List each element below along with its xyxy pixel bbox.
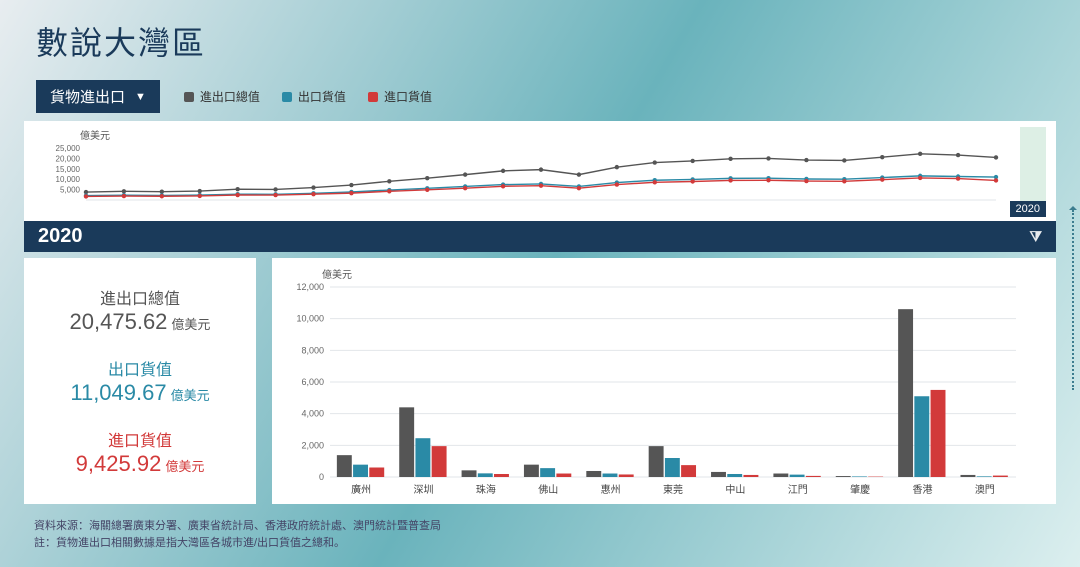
metric-dropdown[interactable]: 貨物進出口 ▼ — [36, 80, 160, 113]
legend-item[interactable]: 進出口總值 — [184, 88, 260, 105]
svg-text:5,000: 5,000 — [60, 186, 81, 195]
svg-text:4,000: 4,000 — [301, 409, 324, 419]
svg-text:10,000: 10,000 — [56, 175, 81, 184]
metric-dropdown-label: 貨物進出口 — [50, 86, 125, 107]
svg-text:廣州: 廣州 — [351, 483, 371, 496]
svg-text:深圳: 深圳 — [414, 484, 434, 496]
timeline-svg[interactable]: 5,000 10,00015,000 20,00025,000 — [36, 144, 1016, 214]
year-ribbon: 2020 ⧩ — [24, 221, 1056, 252]
svg-text:8,000: 8,000 — [301, 345, 324, 355]
stat-value: 9,425.92億美元 — [34, 451, 246, 477]
legend-swatch — [282, 92, 292, 102]
legend-label: 進出口總值 — [200, 88, 260, 105]
stat-unit: 億美元 — [171, 388, 210, 403]
svg-text:2,000: 2,000 — [301, 440, 324, 450]
side-decoration — [1064, 210, 1074, 390]
stat-value: 20,475.62億美元 — [34, 309, 246, 335]
stat-value: 11,049.67億美元 — [34, 380, 246, 406]
selected-year: 2020 — [38, 225, 83, 248]
svg-text:香港: 香港 — [912, 484, 932, 496]
bar-chart-svg[interactable]: 0 2,000 4,000 6,000 8,000 10,000 12,000 廣州 深圳 珠海 佛… — [286, 281, 1026, 499]
legend-swatch — [184, 92, 194, 102]
legend-item[interactable]: 出口貨值 — [282, 88, 346, 105]
svg-text:中山: 中山 — [725, 483, 745, 496]
svg-text:12,000: 12,000 — [296, 282, 324, 292]
stat-unit: 億美元 — [165, 459, 204, 474]
stat-block: 出口貨值 11,049.67億美元 — [34, 356, 246, 406]
svg-text:澳門: 澳門 — [975, 483, 995, 496]
svg-text:江門: 江門 — [788, 484, 808, 496]
stat-label: 進出口總值 — [34, 285, 246, 309]
bar-chart-unit: 億美元 — [322, 266, 1042, 281]
timeline-chart: 億美元 5,000 10,00015,000 20,00025,000 2020 — [24, 121, 1056, 221]
svg-text:0: 0 — [319, 472, 324, 482]
legend-swatch — [368, 92, 378, 102]
stats-card: 進出口總值 20,475.62億美元 出口貨值 11,049.67億美元 進口貨… — [24, 258, 256, 504]
footer-source: 資料來源：海關總署廣東分署、廣東省統計局、香港政府統計處、澳門統計暨普查局 — [34, 518, 1046, 536]
footer-note: 註：貨物進出口相關數據是指大灣區各城市進/出口貨值之總和。 — [34, 535, 1046, 553]
legend: 進出口總值 出口貨值 進口貨值 — [184, 88, 432, 105]
toolbar: 貨物進出口 ▼ 進出口總值 出口貨值 進口貨值 — [24, 76, 1056, 121]
svg-text:25,000: 25,000 — [56, 144, 81, 153]
timeline-highlight — [1020, 127, 1046, 203]
filter-icon[interactable]: ⧩ — [1030, 228, 1043, 245]
svg-text:20,000: 20,000 — [56, 154, 81, 163]
stat-unit: 億美元 — [171, 317, 210, 332]
svg-text:15,000: 15,000 — [56, 165, 81, 174]
svg-text:東莞: 東莞 — [663, 483, 683, 496]
svg-text:佛山: 佛山 — [538, 483, 558, 496]
legend-label: 進口貨值 — [384, 88, 432, 105]
svg-text:10,000: 10,000 — [296, 314, 324, 324]
stat-label: 進口貨值 — [34, 427, 246, 451]
timeline-year-badge: 2020 — [1010, 201, 1046, 217]
svg-text:珠海: 珠海 — [476, 483, 496, 496]
svg-text:肇慶: 肇慶 — [850, 483, 870, 496]
svg-text:6,000: 6,000 — [301, 377, 324, 387]
stat-label: 出口貨值 — [34, 356, 246, 380]
footer-notes: 資料來源：海關總署廣東分署、廣東省統計局、香港政府統計處、澳門統計暨普查局 註：… — [24, 514, 1056, 557]
legend-label: 出口貨值 — [298, 88, 346, 105]
legend-item[interactable]: 進口貨值 — [368, 88, 432, 105]
chevron-down-icon: ▼ — [135, 91, 146, 103]
svg-text:惠州: 惠州 — [601, 483, 621, 496]
stat-block: 進出口總值 20,475.62億美元 — [34, 285, 246, 335]
timeline-unit: 億美元 — [80, 127, 1044, 142]
city-bar-chart: 億美元 0 2,000 4,000 6,000 8,000 10,000 12,000 廣州 深… — [272, 258, 1056, 504]
stat-block: 進口貨值 9,425.92億美元 — [34, 427, 246, 477]
page-title: 數說大灣區 — [24, 0, 1056, 76]
